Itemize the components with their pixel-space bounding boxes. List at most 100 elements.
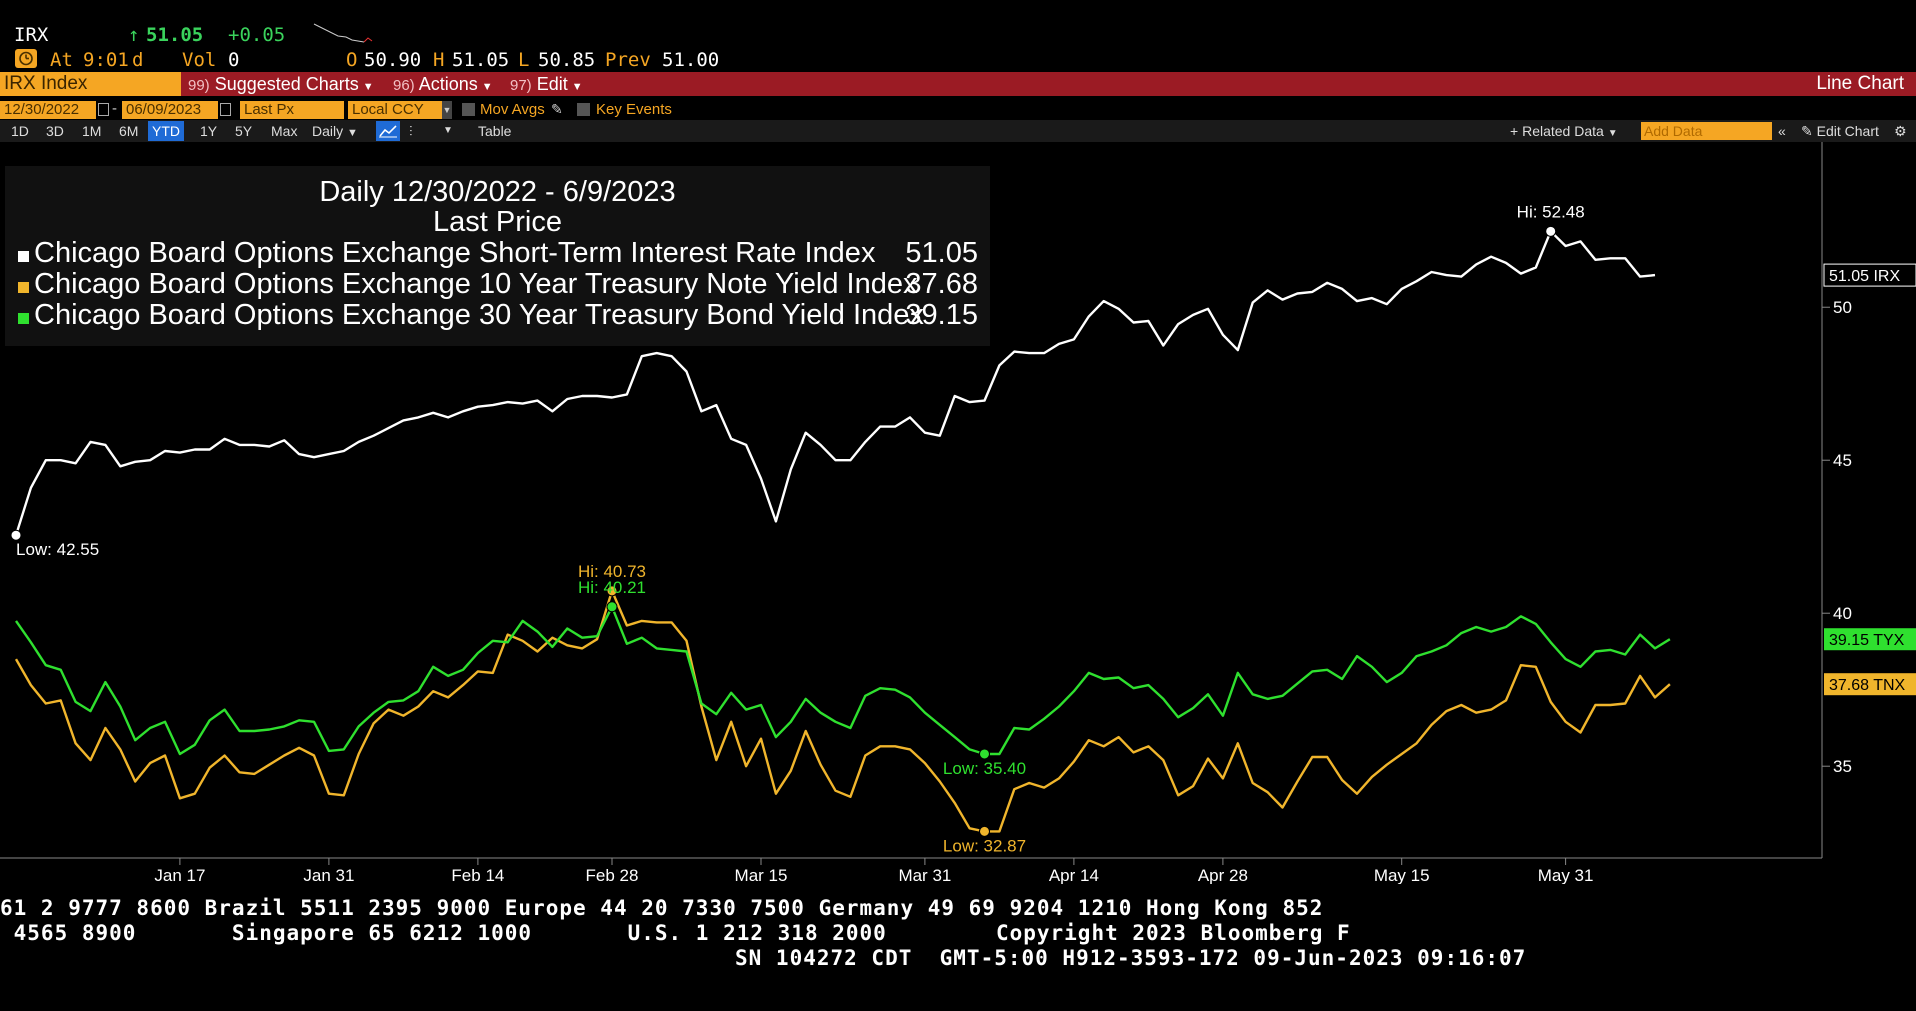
range-1y[interactable]: 1Y [200,123,218,139]
legend-value-tyx: 39.15 [905,299,978,331]
range-ytd[interactable]: YTD [148,121,184,141]
marker-label-hi-tnx: Hi: 40.73 [578,562,646,581]
up-arrow-icon: ↑ [128,24,140,46]
open-label: O [346,49,358,71]
legend-name-tyx: Chicago Board Options Exchange 30 Year T… [34,299,924,331]
edit-number: 97) [510,77,532,94]
marker-label-hi-irx: Hi: 52.48 [1517,202,1585,221]
x-tick-label: Apr 28 [1198,866,1248,884]
last-price: 51.05 [146,24,204,46]
footer-contacts-line-2: 4565 8900 Singapore 65 6212 1000 U.S. 1 … [0,921,1351,945]
end-label-tnx: 37.68 TNX [1829,677,1906,694]
range-5y[interactable]: 5Y [235,123,253,139]
low-value: 50.85 [538,49,596,71]
frequency-label: Daily [312,123,344,139]
edit-menu[interactable]: 97) Edit ▼ [510,72,583,96]
add-data-input[interactable]: Add Data [1641,122,1772,140]
range-1m[interactable]: 1M [82,123,102,139]
frequency-select[interactable]: Daily ▼ [312,121,358,141]
calendar-icon[interactable] [220,103,231,116]
y-tick-label: 35 [1833,757,1852,776]
marker-hi-tyx [606,601,618,613]
legend-value-irx: 51.05 [905,237,978,269]
marker-hi-tnx [606,585,618,597]
chevron-down-icon: ▼ [347,127,358,139]
y-tick-label: 50 [1833,298,1852,317]
marker-low-tnx [979,825,990,837]
actions-menu[interactable]: 96) Actions ▼ [393,72,493,96]
high-value: 51.05 [452,49,510,71]
range-3d[interactable]: 3D [46,123,64,139]
y-tick-label: 40 [1833,604,1852,623]
series-line-irx [14,230,1656,536]
end-label-box-tnx [1824,673,1916,696]
line-chart: 35 40 45 50 Jan 17 Jan 31 Feb 14 Feb 28 Mar 15 Ma… [0,142,1916,884]
mov-avgs-label: Mov Avgs [480,101,545,118]
end-label-box-tyx [1824,628,1916,651]
legend-name-tnx: Chicago Board Options Exchange 10 Year T… [34,268,918,300]
sparkline-icon [313,23,373,43]
vol-label: Vol [182,49,217,71]
currency-select[interactable]: Local CCY [348,101,442,119]
marker-low-irx [10,529,22,541]
chevron-down-icon: ▼ [571,81,583,93]
series-line-tnx [14,589,1671,833]
pencil-icon: ✎ [1801,123,1813,139]
low-label: L [518,49,530,71]
x-tick-label: May 15 [1374,866,1430,884]
y-tick-label: 45 [1833,451,1852,470]
edit-label: Edit [536,74,568,94]
start-date-field[interactable]: 12/30/2022 [0,101,96,119]
edit-chart-button[interactable]: ✎ Edit Chart [1801,121,1879,141]
chart-type-label: Line Chart [1816,73,1904,94]
range-max[interactable]: Max [271,123,298,139]
x-tick-label: Mar 15 [735,866,788,884]
marker-hi-irx [1545,225,1557,237]
related-data-label: Related Data [1522,123,1604,139]
actions-label: Actions [418,74,478,94]
marker-label-low-irx: Low: 42.55 [16,540,99,559]
collapse-icon[interactable]: « [1778,123,1786,139]
chevron-down-icon: ▼ [362,81,374,93]
prev-label: Prev [605,49,651,71]
footer-contacts-line-1: 61 2 9777 8600 Brazil 5511 2395 9000 Eur… [0,896,1324,920]
range-6m[interactable]: 6M [119,123,139,139]
marker-label-hi-tyx: Hi: 40.21 [578,578,646,597]
legend-title: Daily 12/30/2022 - 6/9/2023 [319,176,676,208]
line-chart-icon[interactable] [376,121,400,141]
calendar-icon[interactable] [98,103,109,116]
chevron-down-icon[interactable]: ▼ [442,101,452,119]
vol-value: 0 [228,49,240,71]
end-label-box-irx [1823,263,1916,287]
gear-icon[interactable]: ⚙ [1894,123,1907,139]
suggested-charts-label: Suggested Charts [214,74,359,94]
chart-toolbar [0,120,1916,142]
pencil-icon[interactable]: ✎ [551,101,563,117]
x-tick-label: Feb 28 [586,866,639,884]
related-data-menu[interactable]: + Related Data ▼ [1510,121,1618,141]
chevron-down-icon: ▼ [481,81,493,93]
end-date-field[interactable]: 06/09/2023 [122,101,218,119]
chevron-down-icon[interactable]: ▼ [443,125,453,136]
edit-chart-label: Edit Chart [1816,123,1879,139]
ticker: IRX [14,24,49,46]
legend-name-irx: Chicago Board Options Exchange Short-Ter… [34,237,876,269]
marker-label-low-tnx: Low: 32.87 [943,836,1026,855]
open-value: 50.90 [364,49,422,71]
x-tick-label: Jan 31 [303,866,354,884]
table-button[interactable]: Table [478,123,512,139]
range-1d[interactable]: 1D [11,123,29,139]
prev-value: 51.00 [662,49,720,71]
key-events-label: Key Events [596,101,672,118]
suggested-charts-menu[interactable]: 99) Suggested Charts ▼ [188,72,374,96]
mov-avgs-checkbox[interactable] [462,103,475,116]
price-field-select[interactable]: Last Px [240,101,344,119]
key-events-checkbox[interactable] [577,103,590,116]
marker-low-tyx [979,748,990,760]
realtime-clock-icon[interactable] [15,49,37,68]
security-field[interactable]: IRX Index [0,72,181,96]
plus-icon: + [1510,123,1519,139]
x-tick-label: May 31 [1538,866,1594,884]
candlestick-icon[interactable]: ⫶ [409,123,413,139]
marker-label-low-tyx: Low: 35.40 [943,759,1026,778]
